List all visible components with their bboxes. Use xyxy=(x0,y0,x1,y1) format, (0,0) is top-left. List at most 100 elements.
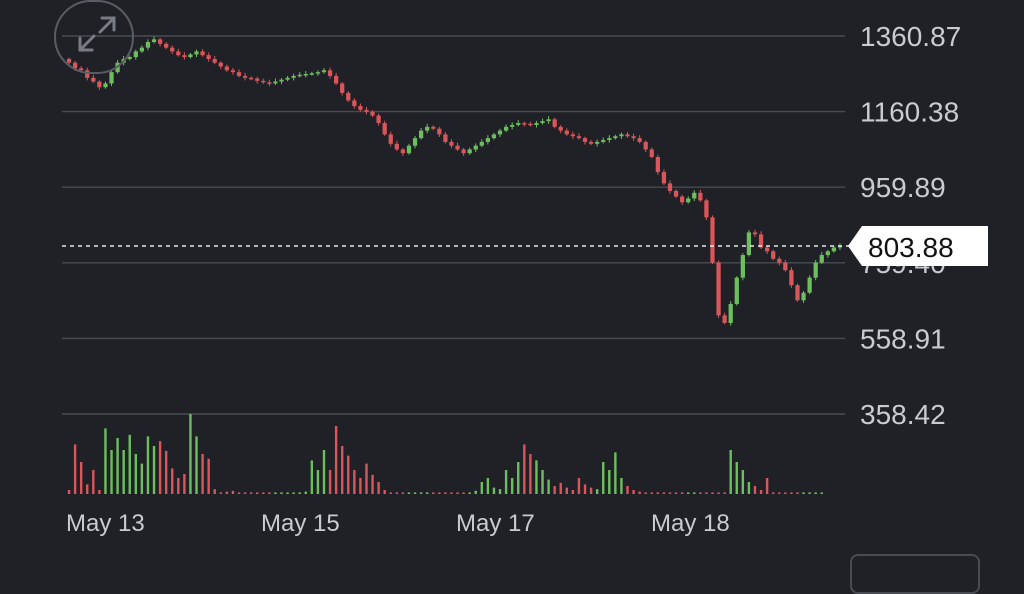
candle[interactable] xyxy=(461,147,466,156)
candle[interactable] xyxy=(376,113,381,126)
price-candles[interactable] xyxy=(66,36,843,326)
candle[interactable] xyxy=(206,52,211,62)
candle[interactable] xyxy=(643,140,648,153)
candle[interactable] xyxy=(406,143,412,155)
candle[interactable] xyxy=(151,36,157,44)
candle[interactable] xyxy=(710,215,715,265)
candle[interactable] xyxy=(364,106,369,115)
candle[interactable] xyxy=(552,117,557,129)
candle[interactable] xyxy=(752,229,758,237)
candle[interactable] xyxy=(315,70,321,76)
fullscreen-button[interactable] xyxy=(54,0,134,74)
chart-option-button[interactable] xyxy=(850,554,980,594)
candle[interactable] xyxy=(358,103,363,112)
candle[interactable] xyxy=(631,133,636,141)
candle[interactable] xyxy=(236,69,242,78)
candle[interactable] xyxy=(698,189,703,202)
candle[interactable] xyxy=(582,136,588,145)
candle[interactable] xyxy=(588,140,594,146)
candle[interactable] xyxy=(145,39,151,51)
candle[interactable] xyxy=(819,252,824,265)
candle[interactable] xyxy=(352,98,357,109)
candle[interactable] xyxy=(200,49,205,57)
candle[interactable] xyxy=(91,74,96,84)
candle[interactable] xyxy=(595,139,600,147)
candle[interactable] xyxy=(97,80,102,90)
candle[interactable] xyxy=(449,139,454,149)
candle[interactable] xyxy=(388,131,393,147)
candle[interactable] xyxy=(601,137,606,144)
candle[interactable] xyxy=(716,260,721,319)
candle[interactable] xyxy=(297,72,302,78)
candle[interactable] xyxy=(534,120,539,128)
candle[interactable] xyxy=(188,52,193,59)
candle[interactable] xyxy=(813,259,818,281)
candle[interactable] xyxy=(176,48,181,57)
candle[interactable] xyxy=(133,49,138,60)
candle[interactable] xyxy=(473,143,478,153)
candle[interactable] xyxy=(103,81,108,89)
candle[interactable] xyxy=(194,49,199,58)
candle[interactable] xyxy=(437,126,442,138)
candle[interactable] xyxy=(157,37,163,47)
candle[interactable] xyxy=(309,71,314,76)
candle[interactable] xyxy=(831,245,837,253)
candle[interactable] xyxy=(777,256,782,266)
candle[interactable] xyxy=(795,283,800,302)
candle[interactable] xyxy=(740,253,745,281)
candle[interactable] xyxy=(680,194,685,205)
candle[interactable] xyxy=(728,301,733,326)
candle[interactable] xyxy=(267,79,272,87)
candle[interactable] xyxy=(485,135,491,145)
candle[interactable] xyxy=(164,41,169,50)
candle[interactable] xyxy=(249,76,254,81)
candle[interactable] xyxy=(704,198,709,220)
candle[interactable] xyxy=(510,122,515,130)
candle[interactable] xyxy=(394,140,399,151)
candle[interactable] xyxy=(230,68,236,75)
candle[interactable] xyxy=(370,110,375,118)
candle[interactable] xyxy=(528,121,533,127)
candle[interactable] xyxy=(412,135,418,149)
candle[interactable] xyxy=(771,249,776,261)
candle[interactable] xyxy=(734,276,739,306)
candle[interactable] xyxy=(503,124,509,133)
candle[interactable] xyxy=(467,147,472,155)
candle[interactable] xyxy=(291,73,296,81)
candle[interactable] xyxy=(455,142,460,151)
candle[interactable] xyxy=(261,78,266,84)
candle[interactable] xyxy=(242,72,248,81)
candle[interactable] xyxy=(667,180,673,194)
candle[interactable] xyxy=(382,120,387,136)
candle[interactable] xyxy=(619,132,624,139)
candle[interactable] xyxy=(807,275,812,295)
candle[interactable] xyxy=(686,196,691,204)
candle[interactable] xyxy=(576,133,582,140)
candle[interactable] xyxy=(303,71,308,78)
candle[interactable] xyxy=(746,230,752,257)
candle[interactable] xyxy=(255,76,260,84)
candle[interactable] xyxy=(497,128,503,138)
candle[interactable] xyxy=(558,124,563,134)
candle[interactable] xyxy=(425,123,430,134)
candle[interactable] xyxy=(321,68,327,74)
candle[interactable] xyxy=(327,67,333,79)
candle[interactable] xyxy=(825,249,830,258)
candle[interactable] xyxy=(182,52,187,60)
candle[interactable] xyxy=(285,75,290,82)
candle[interactable] xyxy=(655,154,660,175)
candle[interactable] xyxy=(722,312,727,325)
candle[interactable] xyxy=(340,81,345,96)
candle[interactable] xyxy=(564,128,569,136)
candle[interactable] xyxy=(625,132,630,138)
candle[interactable] xyxy=(431,125,436,131)
candle[interactable] xyxy=(443,132,448,144)
candle[interactable] xyxy=(570,131,575,139)
candle[interactable] xyxy=(789,267,794,288)
candle[interactable] xyxy=(546,116,551,124)
candle[interactable] xyxy=(637,135,642,144)
candle[interactable] xyxy=(692,190,697,202)
candle[interactable] xyxy=(673,189,679,199)
candle[interactable] xyxy=(522,121,527,127)
